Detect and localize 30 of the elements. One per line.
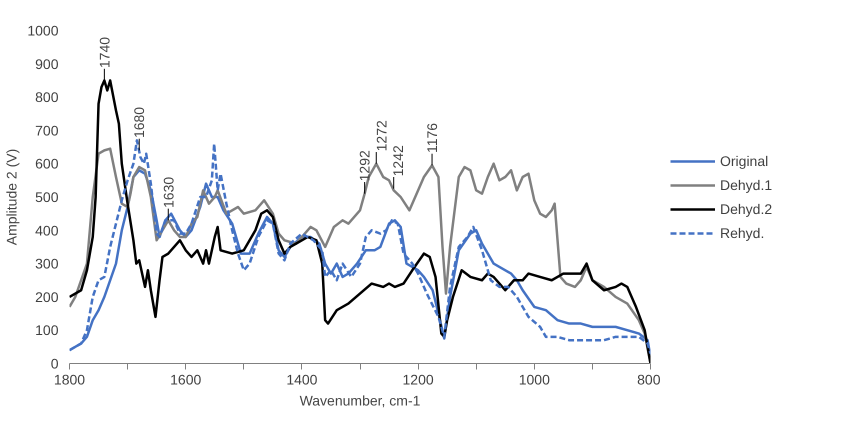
annotation: 1630 [160, 176, 176, 208]
y-tick-label: 900 [35, 56, 59, 72]
annotation: 1740 [96, 36, 112, 68]
annotation: 1680 [131, 106, 148, 138]
y-tick-label: 0 [50, 356, 59, 372]
x-tick-label: 1800 [54, 372, 86, 388]
x-axis-title: Wavenumber, cm-1 [300, 392, 421, 408]
y-tick-label: 700 [35, 122, 59, 138]
annotation: 1176 [424, 122, 440, 154]
y-tick-label: 300 [35, 256, 59, 272]
x-tick-label: 1200 [402, 372, 434, 388]
y-tick-label: 100 [35, 322, 59, 338]
y-tick-label: 1000 [27, 22, 59, 38]
y-tick-label: 500 [35, 189, 59, 205]
y-tick-label: 400 [35, 222, 59, 238]
legend-label: Original [720, 152, 768, 168]
legend-label: Dehyd.1 [720, 176, 772, 192]
legend-label: Dehyd.2 [720, 200, 772, 216]
x-tick-label: 1000 [518, 372, 550, 388]
annotation: 1242 [390, 144, 406, 176]
annotation: 1272 [373, 120, 390, 152]
x-tick-label: 1600 [170, 372, 202, 388]
x-tick-label: 1400 [286, 372, 318, 388]
legend-label: Rehyd. [720, 224, 764, 240]
x-tick-label: 800 [637, 372, 661, 388]
annotation: 1292 [356, 150, 373, 182]
y-axis-title: Amplitude 2 (V) [3, 148, 20, 246]
y-tick-label: 600 [35, 156, 59, 172]
y-tick-label: 800 [35, 89, 59, 106]
y-tick-label: 200 [35, 288, 59, 305]
